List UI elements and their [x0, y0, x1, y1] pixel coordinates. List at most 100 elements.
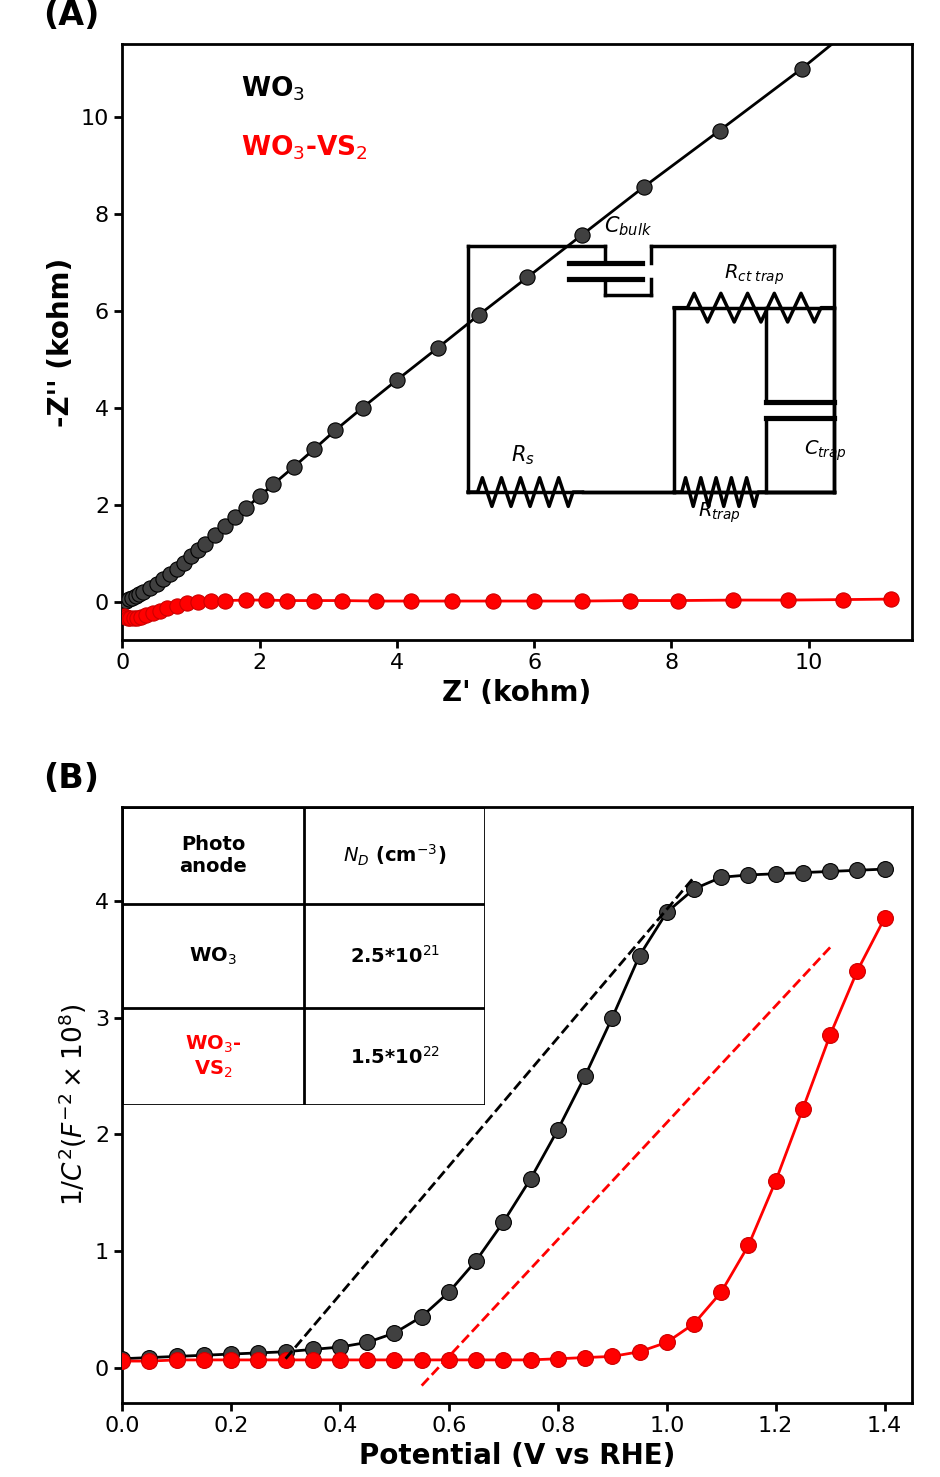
Point [794, 56, 809, 80]
Point [636, 174, 651, 198]
Point [387, 1349, 402, 1372]
Point [149, 572, 164, 595]
Point [574, 223, 589, 247]
Point [196, 1344, 212, 1368]
Point [884, 0, 899, 7]
Point [355, 396, 370, 419]
Text: (B): (B) [43, 762, 100, 795]
Point [130, 606, 145, 629]
Point [169, 1349, 184, 1372]
Point [877, 857, 892, 880]
Point [180, 592, 195, 616]
X-axis label: Potential (V vs RHE): Potential (V vs RHE) [359, 1442, 675, 1470]
Point [132, 582, 147, 606]
Point [445, 589, 460, 613]
Point [152, 598, 167, 622]
Point [238, 496, 253, 520]
Point [884, 588, 899, 611]
Point [577, 1346, 592, 1369]
Point [306, 1338, 321, 1362]
Point [333, 1349, 348, 1372]
Point [307, 589, 322, 613]
Point [496, 1349, 511, 1372]
Y-axis label: $1/C^2(F^{-2}\times10^8)$: $1/C^2(F^{-2}\times10^8)$ [56, 1004, 89, 1207]
Point [520, 266, 535, 289]
Point [623, 589, 638, 613]
Point [118, 606, 133, 629]
Point [135, 580, 150, 604]
Point [287, 455, 302, 479]
Point [169, 594, 184, 617]
Point [431, 335, 446, 359]
Point [550, 1118, 565, 1142]
Point [387, 1322, 402, 1346]
Point [472, 303, 487, 326]
Point [741, 863, 756, 886]
Point [133, 604, 149, 628]
Point [795, 861, 810, 885]
Point [850, 858, 865, 882]
Point [726, 588, 741, 611]
Point [115, 1350, 130, 1374]
Point [169, 1344, 184, 1368]
Point [251, 1349, 266, 1372]
Point [218, 514, 233, 538]
Point [258, 588, 274, 611]
Point [632, 944, 647, 967]
Point [360, 1331, 375, 1354]
X-axis label: Z' (kohm): Z' (kohm) [443, 679, 591, 707]
Point [123, 606, 138, 629]
Point [671, 589, 686, 613]
Text: WO$_3$-VS$_2$: WO$_3$-VS$_2$ [241, 134, 368, 162]
Point [632, 1340, 647, 1363]
Point [877, 907, 892, 931]
Point [604, 1006, 619, 1029]
Point [526, 589, 541, 613]
Point [208, 523, 223, 546]
Point [327, 418, 342, 442]
Point [159, 597, 174, 620]
Point [415, 1349, 430, 1372]
Point [129, 585, 144, 609]
Point [183, 545, 198, 569]
Point [659, 1331, 674, 1354]
Point [204, 589, 219, 613]
Point [768, 1170, 783, 1193]
Point [442, 1281, 457, 1304]
Point [156, 567, 171, 591]
Point [335, 589, 350, 613]
Point [577, 1063, 592, 1087]
Point [116, 604, 131, 628]
Point [224, 1349, 239, 1372]
Point [333, 1335, 348, 1359]
Point [139, 603, 154, 626]
Point [686, 1312, 701, 1335]
Point [415, 1304, 430, 1328]
Point [177, 551, 192, 575]
Point [306, 1349, 321, 1372]
Point [781, 588, 796, 611]
Point [768, 863, 783, 886]
Point [126, 606, 141, 629]
Point [686, 877, 701, 901]
Point [741, 1233, 756, 1257]
Point [659, 901, 674, 925]
Point [523, 1349, 538, 1372]
Point [120, 606, 135, 629]
Point [278, 1349, 293, 1372]
Point [115, 1347, 130, 1371]
Point [469, 1248, 484, 1272]
Point [218, 589, 233, 613]
Point [550, 1347, 565, 1371]
Point [142, 1350, 157, 1374]
Point [163, 563, 178, 586]
Point [251, 1341, 266, 1365]
Point [713, 866, 728, 889]
Point [389, 368, 404, 391]
Point [469, 1349, 484, 1372]
Point [142, 1346, 157, 1369]
Point [403, 589, 418, 613]
Point [360, 1349, 375, 1372]
Point [713, 1281, 728, 1304]
Point [142, 576, 157, 600]
